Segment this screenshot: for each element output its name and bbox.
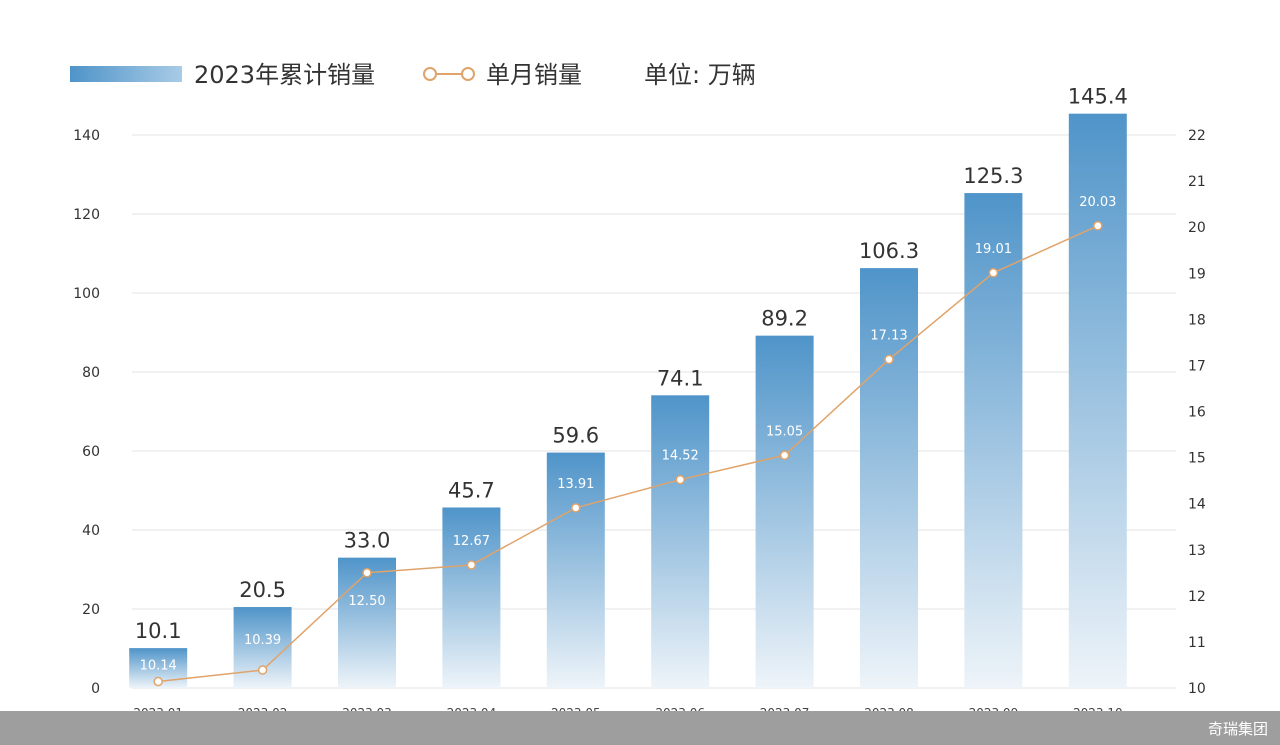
line-point [884,354,894,365]
bar [651,395,710,688]
legend-line-label: 单月销量 [486,61,582,89]
line-point [466,560,477,570]
left-y-tick-label: 120 [73,207,100,223]
right-y-tick-label: 18 [1188,312,1206,328]
left-y-tick-label: 40 [82,523,100,539]
line-value-label: 14.52 [662,449,699,464]
left-y-tick-label: 80 [82,365,100,381]
left-y-tick-label: 0 [91,681,100,697]
bar [860,268,918,688]
bar [964,193,1023,688]
right-y-tick-label: 14 [1188,497,1206,513]
legend-bar-label: 2023年累计销量 [194,61,375,89]
right-y-tick-label: 16 [1188,405,1206,421]
bar-value-label: 20.5 [239,578,286,602]
bar [755,335,814,688]
line-value-label: 20.03 [1079,195,1116,210]
footer-bar [0,711,1280,745]
line-point [571,503,581,513]
bar-value-label: 125.3 [963,164,1023,188]
legend-bar-swatch [70,66,182,82]
line-point [153,676,163,687]
bar-value-label: 74.1 [657,366,704,390]
line-point [257,665,268,675]
legend-unit-label: 单位: 万辆 [644,61,756,89]
right-y-tick-label: 21 [1188,174,1206,190]
right-y-tick-label: 15 [1188,451,1206,467]
line-point [988,268,999,278]
right-y-tick-label: 11 [1188,635,1206,651]
bar-value-label: 59.6 [552,424,599,448]
line-point [362,568,372,578]
right-y-tick-label: 17 [1188,358,1206,374]
right-y-tick-label: 20 [1188,220,1206,236]
bar-value-label: 10.1 [135,619,182,643]
left-y-tick-label: 100 [73,286,100,302]
bar-series: 10.1 20.5 33.0 45.7 59.6 74.1 89.2 106.3 125.3 14… [129,85,1128,689]
bar-value-label: 145.4 [1068,85,1128,109]
bar [546,452,605,688]
right-y-tick-label: 13 [1188,543,1206,559]
chart-legend: 2023年累计销量 单月销量 单位: 万辆 [70,61,756,89]
bar [338,557,396,688]
line-value-label: 12.67 [453,534,490,549]
bar-value-label: 45.7 [448,478,495,502]
bar-value-label: 106.3 [859,239,919,263]
line-path [158,225,1099,683]
line-value-label: 19.01 [975,242,1012,257]
legend-line-swatch [423,67,475,81]
right-y-tick-label: 22 [1188,128,1206,144]
bar-value-label: 33.0 [344,529,391,553]
line-point [1093,221,1103,231]
left-y-tick-label: 60 [82,444,100,460]
bar [442,507,501,688]
line-value-label: 12.50 [348,594,385,609]
line-value-label: 15.05 [766,424,803,439]
left-y-axis: 0 20 40 60 80 100 120 140 [73,128,100,697]
right-y-tick-label: 19 [1188,266,1206,282]
line-series: 10.14 10.39 12.50 12.67 13.91 14.52 15.05 17.13… [140,195,1116,687]
line-point [675,474,685,485]
line-point [779,450,790,461]
left-y-tick-label: 20 [82,602,100,618]
line-value-label: 17.13 [870,328,907,343]
line-value-label: 10.14 [140,659,177,674]
line-value-label: 10.39 [244,633,281,648]
left-y-tick-label: 140 [73,128,100,144]
watermark-text: 奇瑞集团 [1207,720,1268,738]
line-value-label: 13.91 [557,477,594,492]
right-y-tick-label: 12 [1188,589,1206,605]
bar [1068,113,1127,689]
right-y-axis: 10 11 12 13 14 15 16 17 18 19 20 21 22 [1188,128,1206,697]
bar-value-label: 89.2 [761,307,808,331]
right-y-tick-label: 10 [1188,681,1206,697]
